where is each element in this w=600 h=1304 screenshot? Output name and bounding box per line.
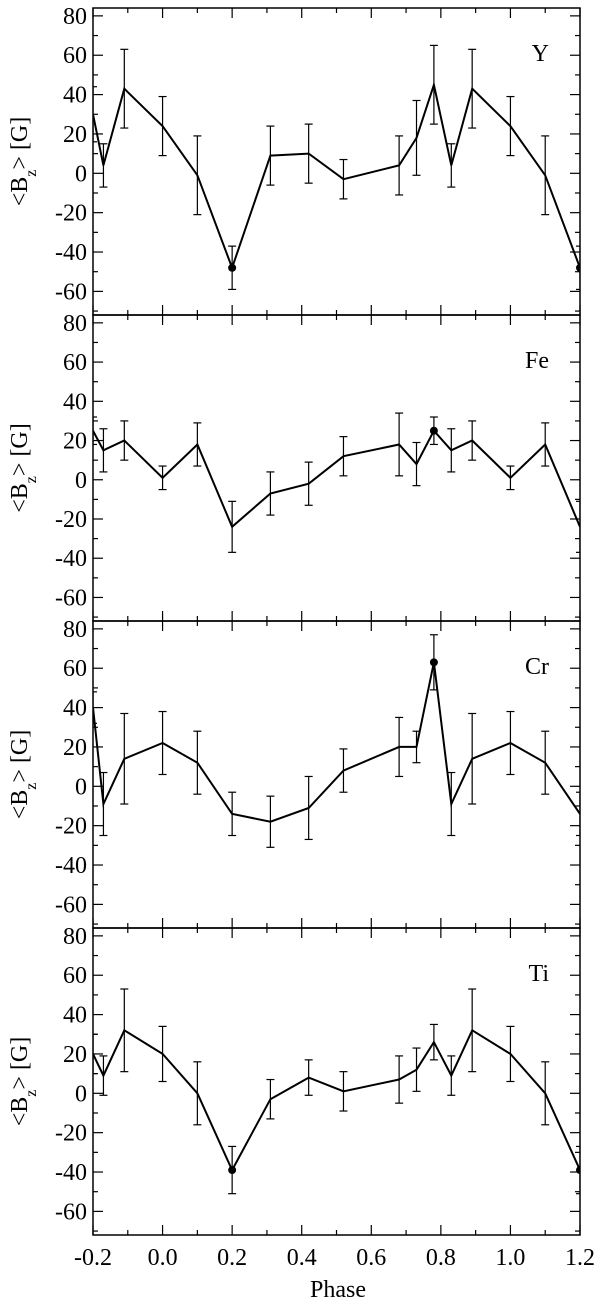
y-tick-label: 80 <box>63 617 87 643</box>
data-line <box>93 80 580 271</box>
y-tick-label: -40 <box>55 1160 87 1186</box>
y-tick-label: 40 <box>63 389 87 415</box>
y-tick-label: 0 <box>75 1081 87 1107</box>
y-tick-label: 20 <box>63 1042 87 1068</box>
panel-frame <box>92 7 581 316</box>
y-tick-label: 20 <box>63 735 87 761</box>
y-axis-title: <Bz> [G] <box>7 423 40 513</box>
x-tick-label: 0.2 <box>217 1245 247 1271</box>
y-tick-label: 0 <box>75 774 87 800</box>
data-point <box>228 263 237 272</box>
y-tick-label: 0 <box>75 468 87 494</box>
y-axis-title: <Bz> [G] <box>7 117 40 207</box>
panel-frame <box>92 314 581 622</box>
y-tick-label: -60 <box>55 279 87 305</box>
data-point <box>576 1166 580 1175</box>
series-y <box>93 44 580 291</box>
series-cr <box>93 634 580 848</box>
panel-cr: -60 -40 -20 0 20 40 60 80 <Bz> [G] Cr <box>7 617 581 929</box>
x-tick-label: 1.2 <box>565 1245 595 1271</box>
y-tick-label: -20 <box>55 1121 87 1147</box>
x-tick-label: 0.6 <box>356 1245 386 1271</box>
y-tick-label: 60 <box>63 656 87 682</box>
y-tick-label: 40 <box>63 83 87 109</box>
data-point <box>429 426 438 435</box>
y-tick-label: -60 <box>55 585 87 611</box>
y-tick-label: -20 <box>55 814 87 840</box>
series-ti <box>93 988 580 1195</box>
y-tick-label: -60 <box>55 892 87 918</box>
data-line <box>93 428 580 529</box>
y-tick-label: 0 <box>75 161 87 187</box>
y-tick-label: 60 <box>63 350 87 376</box>
data-line <box>93 1028 580 1173</box>
x-tick-label: 0.8 <box>426 1245 456 1271</box>
y-tick-label: 40 <box>63 1003 87 1029</box>
x-tick-label: 1.0 <box>495 1245 525 1271</box>
panel-y: -60 -40 -20 0 20 40 60 80 <Bz> [G] Y <box>7 4 581 316</box>
y-axis-title: <Bz> [G] <box>7 730 40 820</box>
data-point <box>429 658 438 667</box>
x-axis-title: Phase <box>310 1277 366 1303</box>
x-tick-label: -0.2 <box>74 1245 112 1271</box>
data-point <box>228 1166 237 1175</box>
y-tick-label: 80 <box>63 924 87 950</box>
element-label-cr: Cr <box>525 654 549 680</box>
y-axis-title: <Bz> [G] <box>7 1037 40 1127</box>
data-point <box>576 263 580 272</box>
y-tick-label: 20 <box>63 429 87 455</box>
y-tick-label: -20 <box>55 201 87 227</box>
x-tick-label: 0.0 <box>148 1245 178 1271</box>
panel-ti: -60 -40 -20 0 20 40 60 80 <Bz> [G] Ti <box>7 924 581 1236</box>
y-tick-label: 80 <box>63 4 87 30</box>
element-label-ti: Ti <box>529 961 550 987</box>
y-tick-label: -60 <box>55 1199 87 1225</box>
y-tick-label: -40 <box>55 853 87 879</box>
y-tick-label: 80 <box>63 311 87 337</box>
element-label-fe: Fe <box>525 348 549 374</box>
panel-fe: -60 -40 -20 0 20 40 60 80 <Bz> [G] Fe <box>7 311 581 622</box>
series-fe <box>93 412 580 553</box>
element-label-y: Y <box>532 41 549 67</box>
y-tick-label: -20 <box>55 507 87 533</box>
y-tick-label: 20 <box>63 122 87 148</box>
y-tick-label: 60 <box>63 43 87 69</box>
y-tick-label: 60 <box>63 963 87 989</box>
x-tick-label: 0.4 <box>287 1245 317 1271</box>
y-tick-label: -40 <box>55 546 87 572</box>
y-tick-label: 40 <box>63 696 87 722</box>
y-tick-label: -40 <box>55 240 87 266</box>
data-line <box>93 662 580 823</box>
